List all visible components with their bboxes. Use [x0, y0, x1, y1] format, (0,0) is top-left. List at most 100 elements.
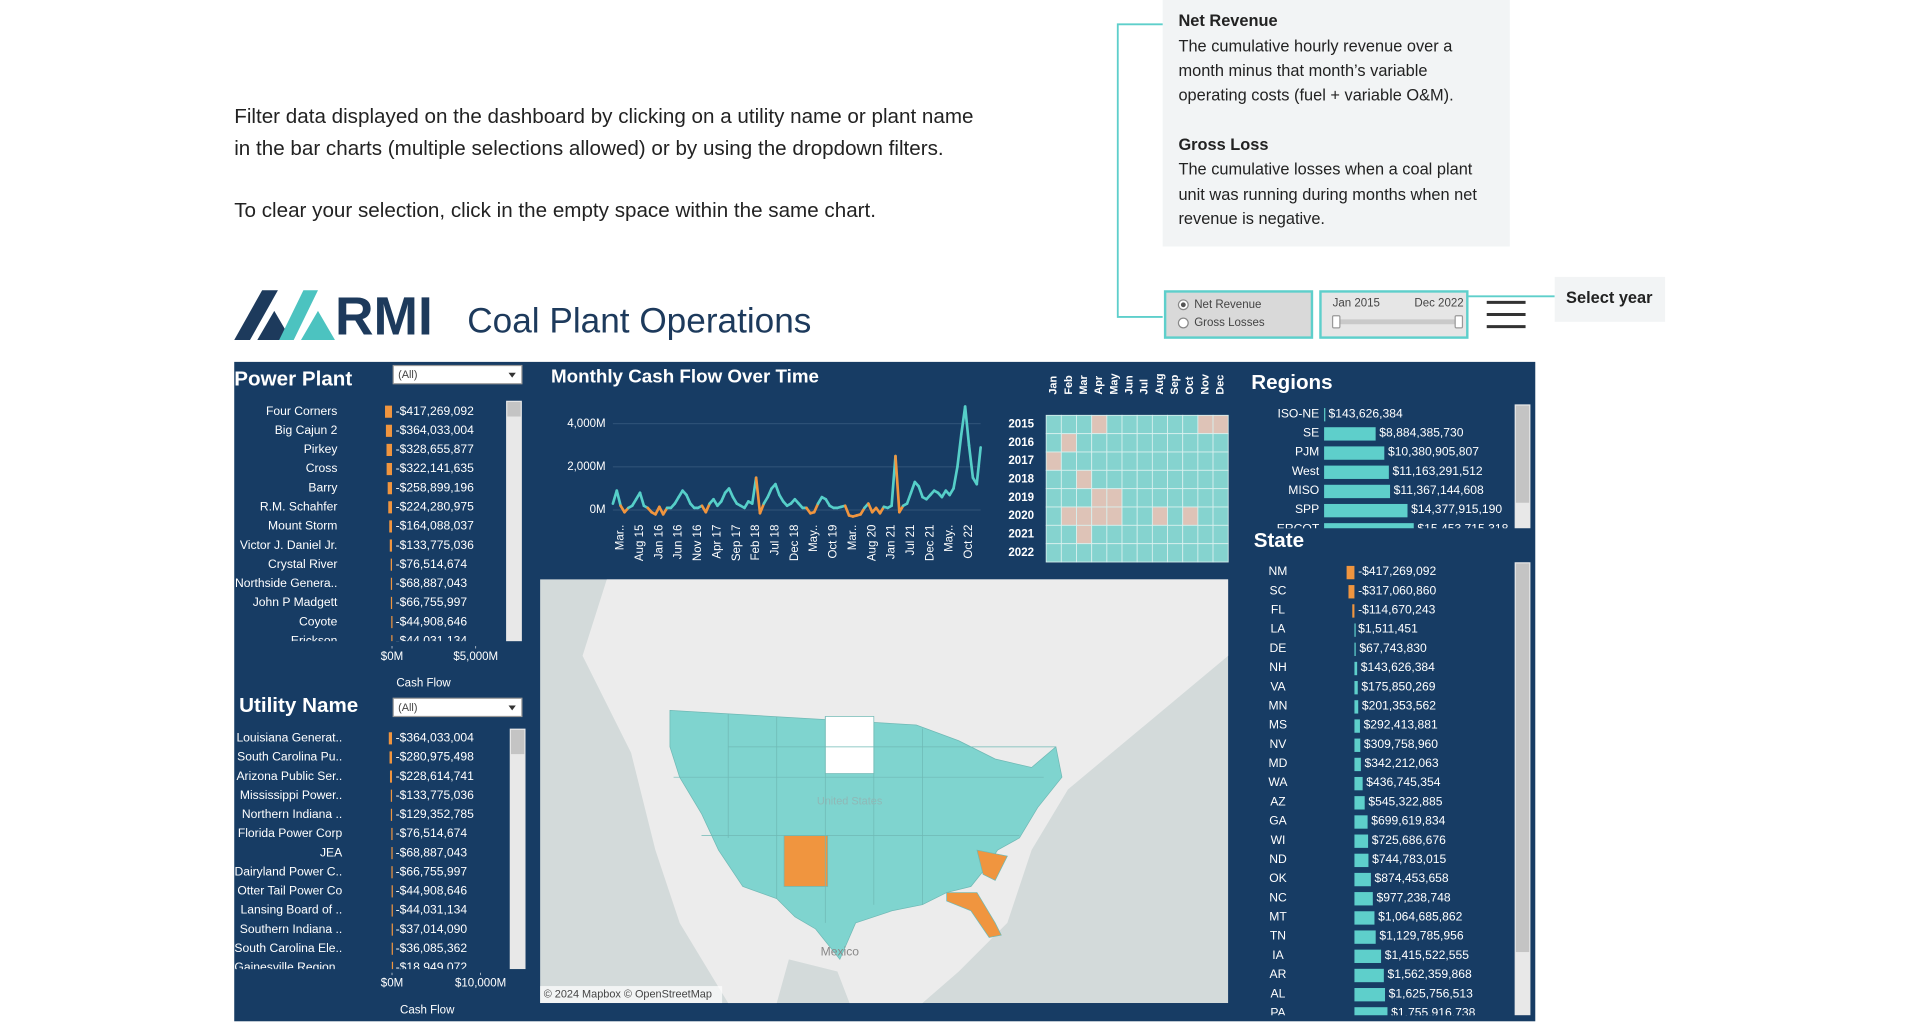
- bar[interactable]: [1324, 503, 1408, 518]
- bar-label[interactable]: West: [1292, 464, 1320, 478]
- heat-cell[interactable]: [1106, 433, 1123, 453]
- bar-label[interactable]: SE: [1303, 425, 1319, 439]
- bar[interactable]: [1354, 853, 1369, 868]
- bar-label[interactable]: WA: [1268, 775, 1288, 789]
- bar-label[interactable]: Lansing Board of ..: [240, 903, 342, 917]
- bar[interactable]: [390, 789, 393, 802]
- heat-cell[interactable]: [1167, 414, 1184, 435]
- bar-label[interactable]: WI: [1271, 833, 1286, 847]
- heat-cell[interactable]: [1212, 506, 1229, 526]
- heat-cell[interactable]: [1197, 451, 1214, 471]
- bar-label[interactable]: MT: [1269, 910, 1287, 924]
- bar[interactable]: [1354, 815, 1368, 829]
- bar-label[interactable]: JEA: [320, 845, 343, 859]
- heat-cell[interactable]: [1091, 433, 1108, 453]
- bar-label[interactable]: NV: [1270, 737, 1288, 751]
- heat-cell[interactable]: [1045, 506, 1062, 526]
- bar[interactable]: [390, 558, 393, 571]
- heat-cell[interactable]: [1060, 543, 1077, 563]
- bar-label[interactable]: Dairyland Power C..: [234, 864, 342, 878]
- heat-cell[interactable]: [1182, 488, 1199, 508]
- measure-toggle[interactable]: [1163, 290, 1314, 339]
- heat-cell[interactable]: [1212, 451, 1229, 471]
- heat-cell[interactable]: [1076, 433, 1093, 453]
- heat-cell[interactable]: [1167, 433, 1184, 453]
- bar[interactable]: [1354, 776, 1363, 791]
- bar[interactable]: [1324, 446, 1385, 460]
- heat-cell[interactable]: [1060, 506, 1077, 526]
- bar[interactable]: [391, 847, 393, 860]
- bar[interactable]: [1354, 796, 1365, 810]
- scroll-thumb[interactable]: [1515, 405, 1530, 503]
- heat-cell[interactable]: [1182, 506, 1199, 526]
- heat-cell[interactable]: [1091, 543, 1108, 563]
- heat-cell[interactable]: [1060, 524, 1077, 545]
- heat-cell[interactable]: [1182, 469, 1199, 490]
- heat-cell[interactable]: [1136, 451, 1153, 471]
- bar-label[interactable]: MN: [1269, 698, 1288, 712]
- bar[interactable]: [391, 615, 393, 629]
- heat-cell[interactable]: [1121, 543, 1138, 563]
- slider-handle[interactable]: [1454, 315, 1464, 329]
- heat-cell[interactable]: [1151, 414, 1168, 435]
- heat-cell[interactable]: [1167, 488, 1184, 508]
- scroll-thumb[interactable]: [510, 729, 525, 755]
- heat-cell[interactable]: [1091, 469, 1108, 490]
- heat-cell[interactable]: [1136, 488, 1153, 508]
- bar[interactable]: [1324, 484, 1391, 499]
- bar-label[interactable]: LA: [1271, 622, 1287, 636]
- bar[interactable]: [1324, 408, 1326, 422]
- heat-cell[interactable]: [1121, 524, 1138, 545]
- heat-cell[interactable]: [1136, 469, 1153, 490]
- map-attribution[interactable]: © 2024 Mapbox © OpenStreetMap: [544, 988, 712, 1000]
- scrollbar[interactable]: [509, 728, 526, 970]
- menu-button[interactable]: [1486, 300, 1526, 329]
- bar[interactable]: [390, 596, 393, 610]
- heat-cell[interactable]: [1151, 543, 1168, 563]
- bar[interactable]: [386, 462, 393, 476]
- bar[interactable]: [389, 539, 393, 552]
- bar[interactable]: [1354, 661, 1358, 676]
- heat-cell[interactable]: [1136, 543, 1153, 563]
- bar[interactable]: [1354, 738, 1361, 752]
- bar[interactable]: [389, 751, 393, 764]
- heat-cell[interactable]: [1151, 488, 1168, 508]
- heat-cell[interactable]: [1091, 451, 1108, 471]
- bar[interactable]: [1324, 465, 1389, 479]
- bar[interactable]: [1354, 681, 1358, 695]
- bar[interactable]: [1354, 988, 1386, 1002]
- dropdown[interactable]: [392, 697, 523, 718]
- heat-cell[interactable]: [1045, 488, 1062, 508]
- bar[interactable]: [387, 482, 393, 495]
- dropdown[interactable]: [392, 364, 523, 385]
- bar-label[interactable]: Louisiana Generat..: [236, 731, 342, 745]
- scroll-thumb[interactable]: [1515, 563, 1530, 953]
- bar-label[interactable]: John P Madgett: [253, 595, 338, 609]
- bar-label[interactable]: SPP: [1295, 502, 1319, 516]
- bar-label[interactable]: Barry: [308, 480, 338, 494]
- heat-cell[interactable]: [1212, 433, 1229, 453]
- heat-cell[interactable]: [1121, 414, 1138, 435]
- bar-label[interactable]: Erickson: [291, 633, 337, 647]
- heat-cell[interactable]: [1121, 469, 1138, 490]
- heat-cell[interactable]: [1076, 524, 1093, 545]
- bar-label[interactable]: Crystal River: [268, 557, 337, 571]
- heat-cell[interactable]: [1045, 543, 1062, 563]
- heat-cell[interactable]: [1076, 488, 1093, 508]
- heat-cell[interactable]: [1060, 451, 1077, 471]
- heat-cell[interactable]: [1106, 506, 1123, 526]
- heat-cell[interactable]: [1151, 506, 1168, 526]
- bar[interactable]: [388, 501, 393, 514]
- radio[interactable]: [1177, 317, 1189, 329]
- heat-cell[interactable]: [1197, 469, 1214, 490]
- dropdown-value[interactable]: (All): [398, 369, 417, 381]
- scroll-thumb[interactable]: [507, 401, 521, 417]
- heat-cell[interactable]: [1167, 543, 1184, 563]
- bar-label[interactable]: Otter Tail Power Co: [237, 884, 342, 898]
- heat-cell[interactable]: [1045, 451, 1062, 471]
- heat-cell[interactable]: [1212, 469, 1229, 490]
- heat-cell[interactable]: [1197, 488, 1214, 508]
- bar[interactable]: [1354, 642, 1356, 657]
- bar-label[interactable]: Victor J. Daniel Jr.: [240, 538, 337, 552]
- bar-label[interactable]: South Carolina Pu..: [237, 750, 342, 764]
